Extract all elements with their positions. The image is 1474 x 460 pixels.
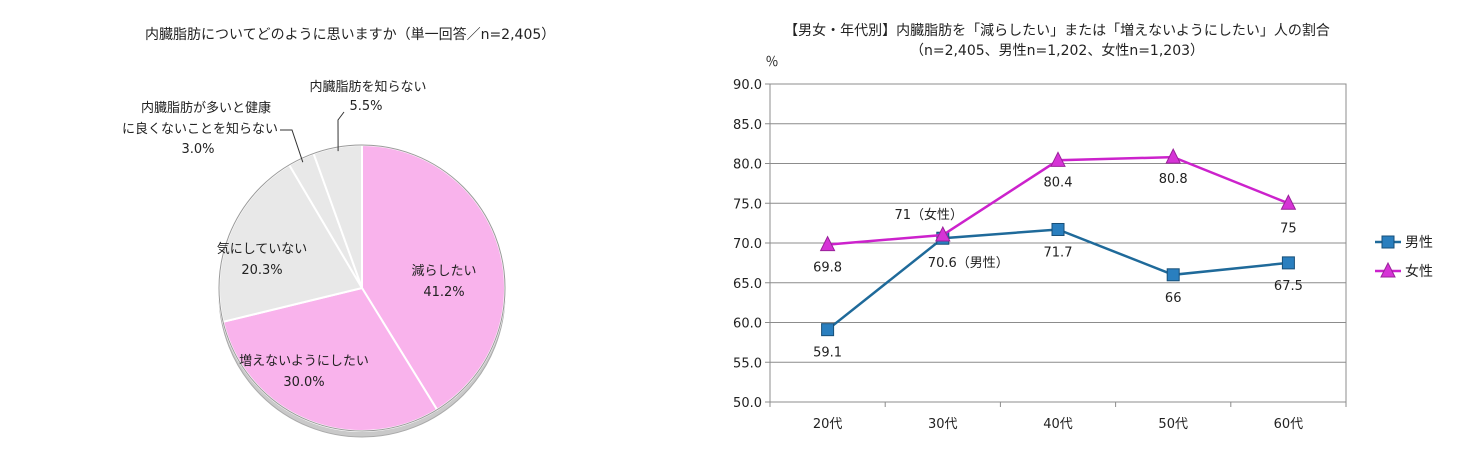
- data-label: 66: [1165, 291, 1182, 306]
- pie-outline: [218, 144, 506, 432]
- pie-slice-label: 内臓脂肪を知らない: [309, 79, 426, 95]
- pie-slice-label: に良くないことを知らない: [122, 121, 278, 137]
- y-tick-label: 65.0: [733, 277, 762, 292]
- y-tick-label: 55.0: [733, 356, 762, 371]
- pie-chart: 減らしたい 41.2% 増えないようにしたい 30.0% 気にしていない 20.3% 内臓脂…: [122, 79, 506, 438]
- y-axis-label: ％: [765, 55, 778, 70]
- pie-leader-line: [280, 129, 304, 163]
- x-tick-label: 20代: [813, 417, 843, 432]
- line-chart-subtitle: （n=2,405、男性n=1,202、女性n=1,203）: [909, 43, 1205, 59]
- x-tick-label: 60代: [1274, 417, 1304, 432]
- data-label: 70.6（男性）: [928, 256, 1009, 271]
- pie-chart-panel: 内臓脂肪についてどのように思いますか（単一回答／n=2,405） 減らしたい 41…: [0, 0, 640, 460]
- y-tick-label: 60.0: [733, 317, 762, 332]
- pie-chart-title: 内臓脂肪についてどのように思いますか（単一回答／n=2,405）: [145, 27, 556, 43]
- legend-marker: [1381, 235, 1395, 249]
- y-tick-label: 75.0: [733, 197, 762, 212]
- legend-marker: [1380, 261, 1396, 278]
- data-label: 80.8: [1159, 172, 1188, 187]
- line-chart: 50.0 55.0 60.0 65.0 70.0 75.0 80.0 85.0 90.0％ 20代…: [733, 55, 1433, 432]
- data-point: [1280, 194, 1297, 210]
- pie-slice-value: 30.0%: [283, 375, 324, 390]
- data-label: 71.7: [1044, 245, 1073, 260]
- x-tick-label: 40代: [1043, 417, 1073, 432]
- y-tick-label: 50.0: [733, 396, 762, 411]
- data-label: 69.8: [813, 261, 842, 276]
- pie-leader-line: [337, 111, 345, 152]
- data-point: [1051, 222, 1065, 236]
- pie-slice-value: 20.3%: [241, 263, 282, 278]
- data-point: [1165, 148, 1182, 164]
- data-point: [1050, 151, 1066, 167]
- data-label: 80.4: [1044, 175, 1073, 190]
- data-label: 67.5: [1274, 279, 1303, 294]
- y-tick-label: 85.0: [733, 118, 762, 133]
- pie-slice-value: 41.2%: [423, 285, 464, 300]
- legend-label: 男性: [1405, 235, 1433, 251]
- x-tick-label: 50代: [1158, 417, 1188, 432]
- data-point: [1166, 268, 1180, 282]
- y-tick-label: 80.0: [733, 158, 762, 173]
- data-point: [1281, 256, 1295, 270]
- line-chart-title: 【男女・年代別】内臓脂肪を「減らしたい」または「増えないようにしたい」人の割合: [784, 23, 1330, 39]
- pie-slice-label: 減らしたい: [411, 263, 476, 279]
- pie-slice-label: 増えないようにしたい: [239, 354, 369, 369]
- pie-slice-label: 気にしていない: [217, 241, 308, 257]
- x-tick-label: 30代: [928, 417, 958, 432]
- data-label: 75: [1280, 221, 1297, 236]
- y-tick-label: 70.0: [733, 237, 762, 252]
- pie-slice-value: 3.0%: [181, 142, 214, 157]
- y-tick-label: 90.0: [733, 78, 762, 93]
- data-point: [934, 225, 951, 242]
- line-chart-panel: 【男女・年代別】内臓脂肪を「減らしたい」または「増えないようにしたい」人の割合 …: [640, 0, 1474, 460]
- pie-slice-label: 内臓脂肪が多いと健康: [141, 100, 271, 116]
- legend-label: 女性: [1405, 263, 1433, 280]
- data-point: [819, 235, 836, 252]
- data-label: 59.1: [813, 346, 842, 361]
- pie-slice-value: 5.5%: [349, 99, 382, 114]
- data-label: 71（女性）: [895, 207, 964, 223]
- data-point: [821, 323, 835, 337]
